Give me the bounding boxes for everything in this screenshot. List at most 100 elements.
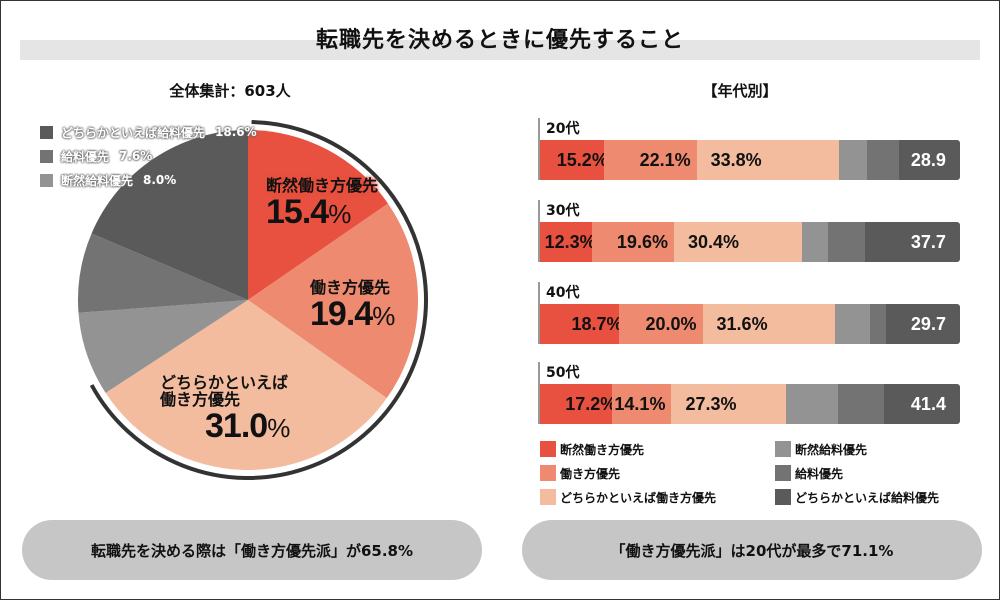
seg-kyuryo (827, 222, 865, 262)
segment-value-label: 18.7% (571, 313, 623, 334)
legend-label: 給料優先 (795, 466, 844, 481)
pie-legend-item: 給料優先 7.6% (40, 144, 257, 168)
segment-value-label: 12.3% (544, 231, 596, 252)
bar-legend-item: どちらかといえば給料優先 (775, 488, 970, 506)
seg-dansen-kyuryo (838, 140, 867, 180)
salary-total-label: 29.7 (910, 313, 946, 334)
seg-dansen-hataraki: 17.2% (540, 384, 616, 424)
pie-label-value: 19.4 (310, 294, 373, 333)
seg-dochira-kyuryo: 29.7 (886, 304, 960, 344)
segment-value-label: 20.0% (645, 313, 697, 334)
slice-kyuryo (77, 233, 248, 313)
legend-swatch (540, 465, 556, 481)
age-label: 20代 (538, 118, 968, 140)
seg-dochira-hataraki: 27.3% (671, 384, 787, 424)
seg-dansen-kyuryo (801, 222, 828, 262)
seg-dansen-hataraki: 15.2% (540, 140, 608, 180)
age-label: 50代 (538, 362, 968, 384)
legend-label: 断然給料優先 (61, 173, 134, 188)
seg-hataraki: 22.1% (603, 140, 697, 180)
bar-legend-item: どちらかといえば働き方優先 (540, 488, 775, 506)
seg-kyuryo (870, 304, 887, 344)
legend-swatch (775, 465, 791, 481)
segment-value-label: 22.1% (639, 149, 691, 170)
pie-chart (77, 120, 428, 480)
legend-swatch (40, 173, 53, 187)
pie-label-name: 働き方優先 (160, 389, 241, 409)
seg-dansen-hataraki: 12.3% (540, 222, 596, 262)
slice-dansen-hataraki (248, 130, 389, 300)
seg-hataraki: 19.6% (591, 222, 674, 262)
percent-sign: % (328, 198, 351, 229)
pie-label-dochira-hataraki: どちらかといえば 働き方優先 31.0% (160, 373, 290, 445)
bar-legend-item: 給料優先 (775, 464, 970, 482)
seg-dochira-kyuryo: 41.4 (884, 384, 960, 424)
title-band (20, 40, 980, 60)
seg-dochira-kyuryo: 37.7 (864, 222, 960, 262)
bar-subtitle: 【年代別】 (702, 82, 778, 100)
segment-value-label: 19.6% (616, 231, 668, 252)
seg-dochira-hataraki: 33.8% (696, 140, 839, 180)
legend-swatch (540, 441, 556, 457)
callout-right: 「働き方優先派」は20代が最多で71.1% (522, 520, 982, 580)
segment-value-label: 14.1% (614, 393, 666, 414)
pie-legend: どちらかといえば給料優先 18.6% 給料優先 7.6% 断然給料優先 8.0% (40, 120, 257, 192)
pie-label-name: 断然働き方優先 (266, 176, 379, 195)
stacked-bar: 12.3% 19.6% 30.4% 37.7 (538, 222, 968, 262)
legend-label: 断然給料優先 (795, 442, 868, 457)
legend-label: どちらかといえば働き方優先 (560, 490, 717, 505)
slice-dansen-kyuryo (78, 300, 248, 393)
slice-dochira-kyuryo (91, 130, 249, 300)
pie-label-hataraki: 働き方優先 19.4% (310, 278, 395, 333)
age-group-20s: 20代 15.2% 22.1% 33.8% 28.9 (538, 118, 968, 180)
age-group-30s: 30代 12.3% 19.6% 30.4% 37.7 (538, 200, 968, 262)
pie-label-value: 15.4 (266, 192, 329, 231)
legend-label: 断然働き方優先 (560, 442, 645, 457)
segment-value-label: 27.3% (685, 393, 737, 414)
percent-sign: % (372, 300, 395, 331)
seg-hataraki: 14.1% (612, 384, 672, 424)
percent-sign: % (267, 412, 290, 443)
age-group-50s: 50代 17.2% 14.1% 27.3% 41.4 (538, 362, 968, 424)
legend-swatch (40, 149, 53, 163)
slice-dochira-hataraki (105, 300, 387, 471)
segment-value-label: 17.2% (565, 393, 617, 414)
legend-swatch (540, 489, 556, 505)
callout-left: 転職先を決める際は「働き方優先派」が65.8% (22, 520, 482, 580)
pie-legend-item: どちらかといえば給料優先 18.6% (40, 120, 257, 144)
salary-total-label: 41.4 (910, 393, 946, 414)
legend-swatch (40, 125, 53, 139)
bar-legend-item: 断然働き方優先 (540, 440, 775, 458)
pie-label-value: 31.0 (205, 406, 268, 445)
legend-swatch (775, 489, 791, 505)
segment-value-label: 30.4% (687, 231, 740, 252)
work-priority-ring (89, 120, 428, 480)
segment-value-label: 33.8% (710, 149, 762, 170)
bar-legend-item: 働き方優先 (540, 464, 775, 482)
seg-dochira-hataraki: 31.6% (702, 304, 836, 344)
seg-hataraki: 20.0% (618, 304, 703, 344)
salary-total-label: 37.7 (910, 231, 946, 252)
pie-label-name: どちらかといえば (160, 373, 289, 392)
pie-legend-item: 断然給料優先 8.0% (40, 168, 257, 192)
seg-dansen-kyuryo (835, 304, 871, 344)
legend-swatch (775, 441, 791, 457)
pie-label-name: 働き方優先 (310, 278, 391, 297)
segment-value-label: 15.2% (556, 149, 608, 170)
seg-kyuryo (838, 384, 885, 424)
legend-label: 働き方優先 (560, 466, 621, 481)
pie-subtitle: 全体集計：603人 (169, 82, 291, 100)
legend-value: 7.6% (119, 149, 153, 163)
slice-hataraki (248, 203, 418, 399)
seg-dochira-hataraki: 30.4% (673, 222, 802, 262)
stacked-bar: 15.2% 22.1% 33.8% 28.9 (538, 140, 968, 180)
legend-label: どちらかといえば給料優先 (61, 125, 206, 140)
seg-kyuryo (866, 140, 899, 180)
age-label: 40代 (538, 282, 968, 304)
age-group-40s: 40代 18.7% 20.0% 31.6% 29.7 (538, 282, 968, 344)
seg-dansen-hataraki: 18.7% (540, 304, 623, 344)
seg-dansen-kyuryo (786, 384, 839, 424)
seg-dochira-kyuryo: 28.9 (898, 140, 960, 180)
bar-legend-item: 断然給料優先 (775, 440, 970, 458)
stacked-bar: 18.7% 20.0% 31.6% 29.7 (538, 304, 968, 344)
